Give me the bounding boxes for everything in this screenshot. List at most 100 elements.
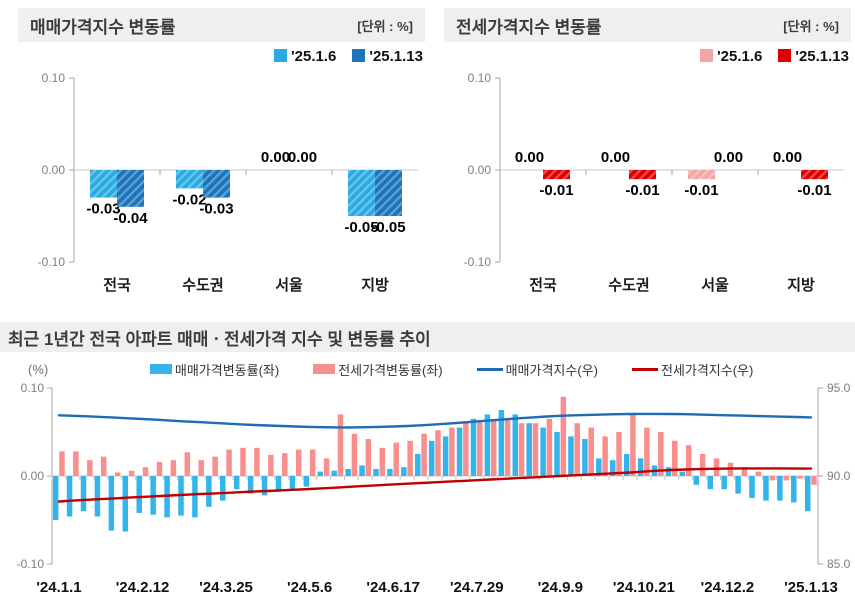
bar xyxy=(220,476,226,501)
bar xyxy=(198,460,204,476)
bar xyxy=(435,430,441,476)
legend-label-curr-week: '25.1.13 xyxy=(369,48,423,65)
chart-text: -0.02 xyxy=(172,191,206,208)
bar xyxy=(477,421,483,476)
bar xyxy=(791,476,797,503)
bar-prev-week-0 xyxy=(90,170,117,198)
bar xyxy=(387,468,393,476)
bar xyxy=(289,476,296,490)
chart-text: -0.03 xyxy=(199,201,233,218)
chart-text: '24.7.29 xyxy=(450,579,504,596)
bar xyxy=(713,458,720,476)
bar xyxy=(755,471,762,476)
bar xyxy=(554,432,560,476)
bar-curr-week-3 xyxy=(801,170,828,180)
bar xyxy=(233,476,240,490)
chart-text: 85.0 xyxy=(827,557,851,571)
bar xyxy=(546,418,553,476)
bar xyxy=(170,460,177,476)
bar xyxy=(777,476,783,501)
bar xyxy=(421,433,427,476)
bar xyxy=(463,421,469,476)
bar xyxy=(415,454,421,476)
chart-text: 0.00 xyxy=(42,163,66,177)
bar xyxy=(401,467,407,476)
bar xyxy=(532,423,539,476)
bar xyxy=(351,433,358,476)
chart-text: -0.01 xyxy=(539,182,573,199)
bar xyxy=(609,460,616,476)
bar xyxy=(275,476,282,492)
bar-curr-week-3 xyxy=(375,170,402,216)
bar xyxy=(526,423,532,476)
legend-item-jeonse-change-bars: 전세가격변동률(좌) xyxy=(313,360,443,379)
bar xyxy=(309,449,316,476)
chart-text: 서울 xyxy=(701,277,729,294)
chart-text: 0.00 xyxy=(261,149,290,166)
legend-swatch-prev-week xyxy=(700,49,714,62)
bar xyxy=(449,427,455,476)
bar xyxy=(379,447,386,476)
bar xyxy=(66,476,73,517)
legend-item-jeonse-index-line: 전세가격지수(우) xyxy=(631,360,754,379)
chart-text: '24.5.6 xyxy=(287,579,332,596)
chart-text: 0.00 xyxy=(773,149,802,166)
jeonse-index-line xyxy=(57,467,813,503)
sales-index-line xyxy=(57,412,813,429)
bar xyxy=(456,427,463,476)
bar xyxy=(136,476,142,513)
chart-text: 전국 xyxy=(529,277,557,294)
bar xyxy=(574,423,581,476)
bar xyxy=(658,432,664,476)
bar xyxy=(637,458,644,476)
bar xyxy=(602,436,608,476)
legend-swatch-curr-week xyxy=(778,49,792,62)
chart-text: 서울 xyxy=(275,277,303,294)
chart-text: -0.04 xyxy=(113,210,148,227)
chart-text: 0.10 xyxy=(21,381,45,395)
bar xyxy=(87,460,93,476)
bar xyxy=(540,427,546,476)
legend-label-sales-index-line: 매매가격지수(우) xyxy=(505,362,598,378)
legend-swatch-prev-week xyxy=(274,49,288,62)
bar xyxy=(490,418,497,476)
trend-section-header: 최근 1년간 전국 아파트 매매ㆍ전세가격 지수 및 변동률 추이 xyxy=(0,322,855,352)
legend-label-jeonse-index-line: 전세가격지수(우) xyxy=(660,362,754,378)
bar xyxy=(783,476,789,481)
sales-change-bars xyxy=(52,410,811,532)
bar xyxy=(707,476,713,490)
bar xyxy=(763,476,769,501)
bar xyxy=(512,414,518,476)
bar xyxy=(568,436,574,476)
bar-prev-week-2 xyxy=(688,170,715,180)
sales-change-panel: 매매가격지수 변동률 [단위 : %] '25.1.6 '25.1.13 0.10… xyxy=(18,8,425,298)
legend-label-prev-week: '25.1.6 xyxy=(291,48,337,65)
chart-text: 0.00 xyxy=(714,149,743,166)
bar xyxy=(295,449,302,476)
bar-curr-week-0 xyxy=(117,170,144,207)
chart-text: 0.00 xyxy=(468,163,492,177)
chart-text: -0.10 xyxy=(17,557,45,571)
chart-text: '24.2.12 xyxy=(116,579,170,596)
bar xyxy=(192,476,198,518)
trend-section: 최근 1년간 전국 아파트 매매ㆍ전세가격 지수 및 변동률 추이 (%) 매매… xyxy=(0,322,855,602)
bar xyxy=(373,468,379,476)
legend-swatch-curr-week xyxy=(352,49,366,62)
trend-legend-row: (%) 매매가격변동률(좌) 전세가격변동률(좌) 매매가격지수(우) 전세가격지수(… xyxy=(0,358,855,380)
bar xyxy=(122,476,129,532)
bar xyxy=(811,476,817,485)
bar xyxy=(672,440,678,476)
chart-text: '24.1.1 xyxy=(36,579,81,596)
chart-text: '24.10.21 xyxy=(613,579,675,596)
legend-label-sales-change-bars: 매매가격변동률(좌) xyxy=(174,362,280,378)
bar xyxy=(73,451,79,476)
bar xyxy=(560,396,567,476)
sales-panel-title: 매매가격지수 변동률 xyxy=(30,17,176,37)
legend-label-jeonse-change-bars: 전세가격변동률(좌) xyxy=(338,362,443,378)
jeonse-panel-header: 전세가격지수 변동률 [단위 : %] xyxy=(444,8,851,42)
bar xyxy=(282,453,288,476)
bar-curr-week-1 xyxy=(203,170,230,198)
chart-text: -0.10 xyxy=(464,255,492,269)
chart-text: 수도권 xyxy=(608,276,649,294)
bar xyxy=(240,447,246,476)
